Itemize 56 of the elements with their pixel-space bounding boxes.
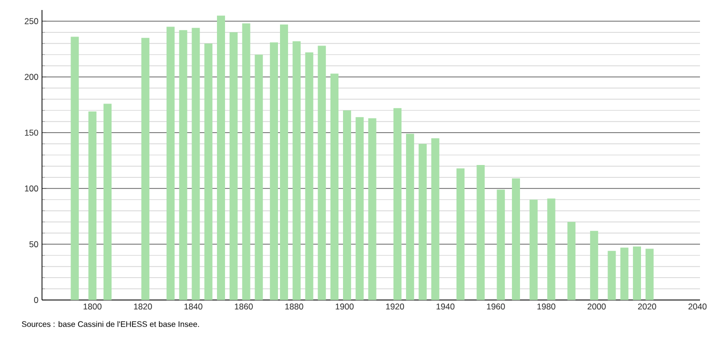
bar — [104, 104, 112, 300]
bar — [318, 46, 326, 300]
bar — [590, 230, 598, 300]
bar — [406, 134, 414, 300]
bar — [496, 190, 505, 300]
bar — [530, 200, 538, 300]
bar — [620, 248, 628, 300]
bar — [70, 36, 79, 300]
bar — [254, 54, 263, 300]
y-tick-label: 250 — [24, 18, 38, 24]
x-tick-label: 2000 — [588, 304, 606, 310]
x-tick-label: 1960 — [487, 304, 505, 310]
bar — [204, 43, 212, 300]
y-tick-label: 150 — [24, 130, 38, 136]
bar — [431, 138, 440, 300]
x-tick-label: 1920 — [386, 304, 404, 310]
bar — [292, 41, 301, 300]
bar — [242, 23, 250, 300]
bar — [216, 16, 226, 300]
bar — [166, 26, 175, 300]
bar — [393, 108, 402, 300]
bar — [547, 198, 556, 300]
bar — [179, 30, 188, 300]
bar — [280, 24, 288, 300]
bar — [632, 246, 642, 300]
x-tick-label: 1800 — [84, 304, 102, 310]
bar — [230, 32, 238, 300]
x-tick-label: 1820 — [134, 304, 152, 310]
x-tick-label: 2040 — [688, 304, 707, 310]
bar — [512, 178, 520, 300]
bar — [88, 112, 96, 300]
bar — [343, 110, 352, 300]
x-tick-label: 1880 — [285, 304, 304, 310]
x-tick-label: 2020 — [638, 304, 656, 310]
x-tick-label: 1980 — [537, 304, 556, 310]
bar — [646, 248, 654, 300]
bar — [141, 38, 150, 300]
x-tick-label: 1840 — [184, 304, 202, 310]
x-tick-label: 1860 — [234, 304, 253, 310]
bar — [270, 42, 278, 300]
bar — [356, 117, 364, 300]
y-tick-label: 200 — [24, 74, 38, 80]
y-tick-label: 50 — [29, 241, 38, 248]
x-tick-label: 1940 — [436, 304, 454, 310]
bar — [418, 144, 427, 300]
y-tick-label: 100 — [24, 185, 38, 192]
bar — [567, 222, 576, 300]
x-tick-label: 1900 — [336, 304, 354, 310]
bar — [305, 52, 314, 300]
bar — [330, 74, 338, 300]
bar — [368, 118, 376, 300]
bar — [608, 250, 616, 300]
bar — [476, 165, 485, 300]
bar — [456, 168, 465, 300]
y-tick-label: 0 — [34, 297, 38, 303]
bar — [192, 28, 200, 300]
